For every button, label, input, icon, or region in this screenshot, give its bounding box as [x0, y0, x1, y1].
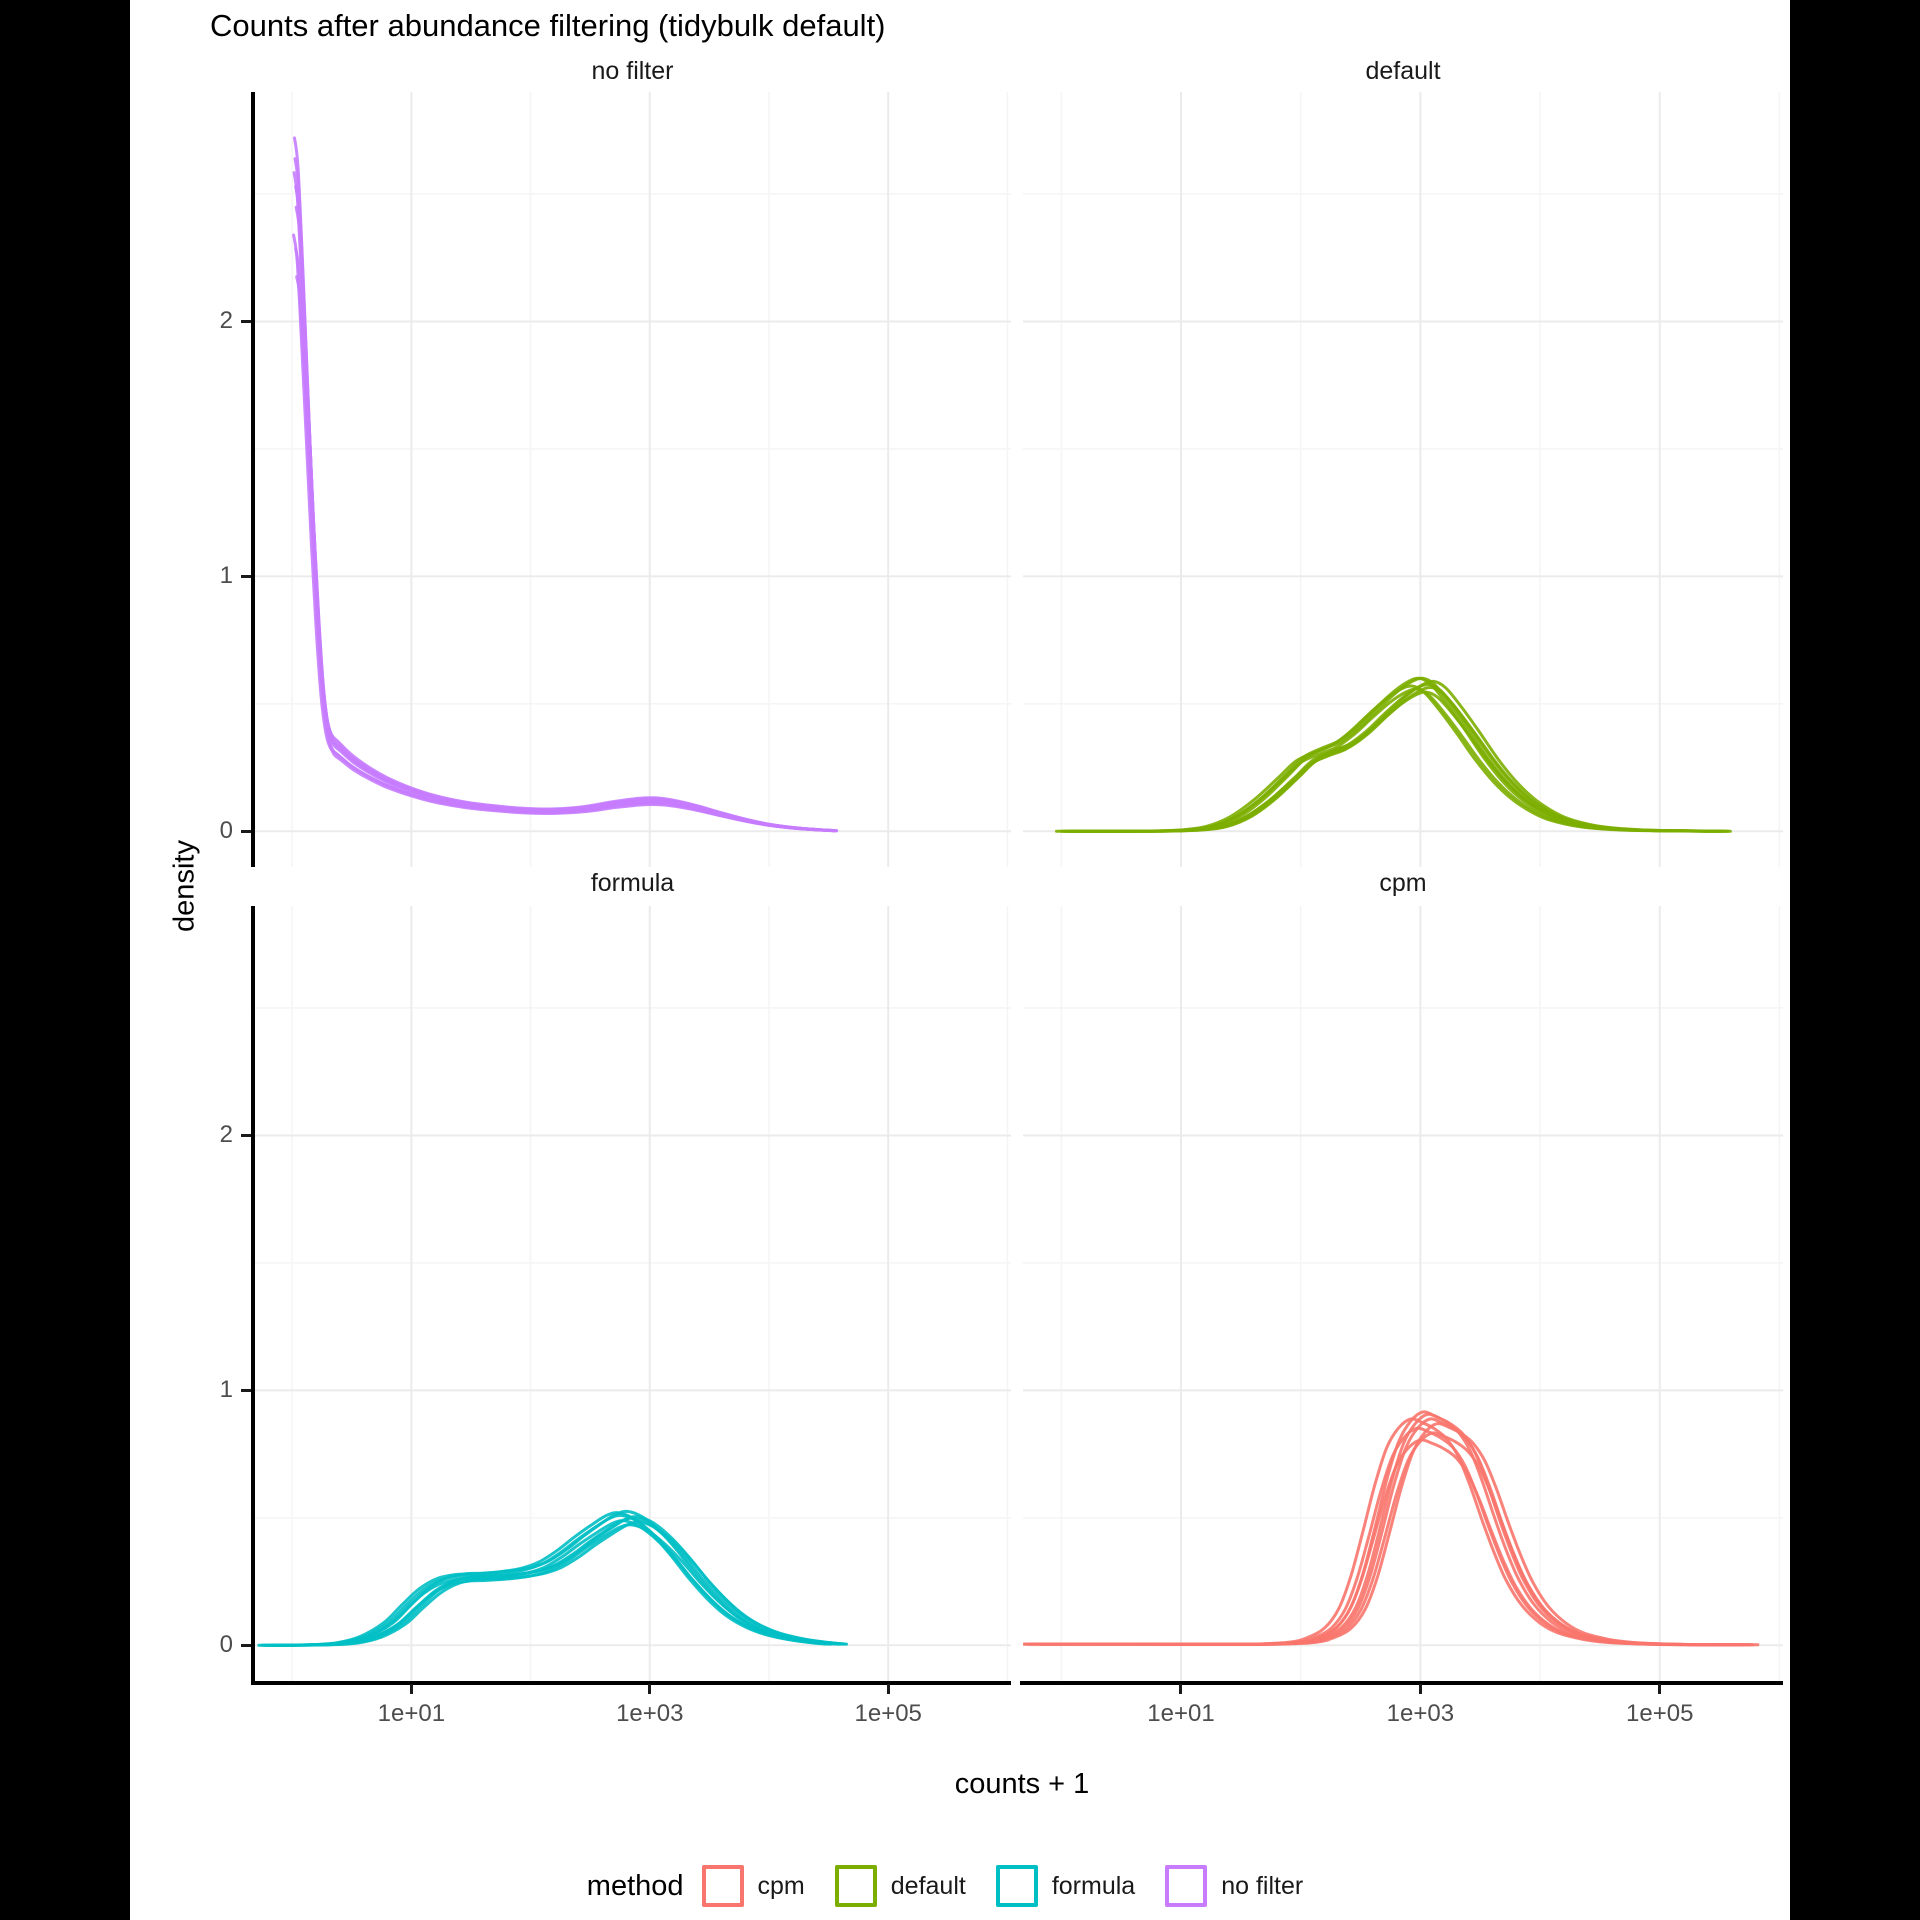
panel-formula: [254, 906, 1011, 1681]
x-tick-label: 1e+03: [616, 1700, 684, 1727]
density-curve-no-filter: [294, 247, 838, 833]
density-curve-cpm: [1034, 1412, 1750, 1647]
density-curve-default: [1074, 685, 1730, 833]
legend: method cpm default formula no filter: [130, 1856, 1790, 1916]
density-curve-formula: [276, 1515, 846, 1647]
legend-key-swatch-default: [834, 1865, 877, 1907]
y-tick-label: 2: [219, 1121, 233, 1149]
density-curve-formula: [263, 1519, 833, 1647]
y-axis-line: [251, 92, 255, 867]
density-curve-default: [1055, 684, 1711, 833]
plot-surface: Counts after abundance filtering (tidybu…: [130, 0, 1790, 1920]
panel-no-filter: [254, 92, 1011, 867]
density-curve-cpm: [1037, 1417, 1753, 1647]
density-curve-no-filter: [292, 233, 836, 833]
density-curve-no-filter: [292, 171, 836, 833]
density-curve-no-filter: [294, 184, 838, 833]
density-curve-cpm: [1027, 1438, 1743, 1647]
density-curve-default: [1062, 676, 1718, 833]
y-tick-mark: [241, 574, 251, 578]
x-tick-mark: [1418, 1684, 1422, 1694]
facet-strip-no-filter: no filter: [591, 56, 674, 85]
x-tick-mark: [1658, 1684, 1662, 1694]
density-curve-no-filter: [295, 275, 839, 833]
x-tick-mark: [409, 1684, 413, 1694]
y-tick-label: 2: [219, 307, 233, 335]
legend-key-swatch-cpm: [701, 1865, 744, 1907]
x-axis-line: [1020, 1681, 1783, 1685]
legend-key-swatch-no-filter: [1165, 1865, 1208, 1907]
density-curve-no-filter: [293, 136, 837, 832]
panel-default: [1023, 92, 1783, 867]
panel-cpm: [1023, 906, 1783, 1681]
legend-item-default: default: [834, 1865, 966, 1907]
facet-strip-formula: formula: [590, 868, 675, 897]
y-tick-label: 1: [219, 562, 233, 590]
x-axis-title: counts + 1: [954, 1768, 1090, 1800]
y-tick-mark: [241, 1643, 251, 1647]
y-tick-mark: [241, 829, 251, 833]
y-tick-label: 0: [219, 817, 233, 845]
legend-title: method: [586, 1869, 684, 1902]
letterbox-right: [1790, 0, 1920, 1920]
density-curve-no-filter: [294, 205, 838, 833]
y-tick-label: 0: [219, 1631, 233, 1659]
x-tick-label: 1e+05: [1626, 1700, 1694, 1727]
y-axis-line: [251, 906, 255, 1681]
chart-title: Counts after abundance filtering (tidybu…: [210, 8, 886, 43]
density-curve-default: [1069, 690, 1725, 833]
y-tick-mark: [241, 319, 251, 323]
legend-item-label: cpm: [757, 1871, 805, 1900]
x-tick-mark: [1179, 1684, 1183, 1694]
x-tick-mark: [648, 1684, 652, 1694]
density-curve-formula: [270, 1523, 840, 1647]
legend-key-swatch-formula: [995, 1865, 1038, 1907]
legend-item-cpm: cpm: [701, 1865, 805, 1907]
legend-item-label: no filter: [1221, 1871, 1304, 1900]
density-curve-no-filter: [293, 157, 837, 833]
facet-strip-cpm: cpm: [1379, 868, 1427, 897]
x-axis-line: [251, 1681, 1011, 1685]
y-tick-mark: [241, 1133, 251, 1137]
y-axis-title: density: [168, 840, 201, 932]
density-curve-formula: [257, 1511, 827, 1647]
legend-item-label: default: [890, 1871, 966, 1900]
legend-item-label: formula: [1051, 1871, 1136, 1900]
density-curve-cpm: [1023, 1417, 1733, 1647]
y-tick-mark: [241, 1388, 251, 1392]
x-tick-mark: [886, 1684, 890, 1694]
legend-item-formula: formula: [995, 1865, 1136, 1907]
x-tick-label: 1e+05: [854, 1700, 922, 1727]
letterbox-left: [0, 0, 130, 1920]
x-tick-label: 1e+03: [1386, 1700, 1455, 1727]
facet-strip-default: default: [1365, 56, 1441, 85]
y-tick-label: 1: [219, 1376, 233, 1404]
x-tick-label: 1e+01: [1147, 1700, 1215, 1727]
x-tick-label: 1e+01: [377, 1700, 446, 1727]
legend-item-no-filter: no filter: [1165, 1865, 1303, 1907]
